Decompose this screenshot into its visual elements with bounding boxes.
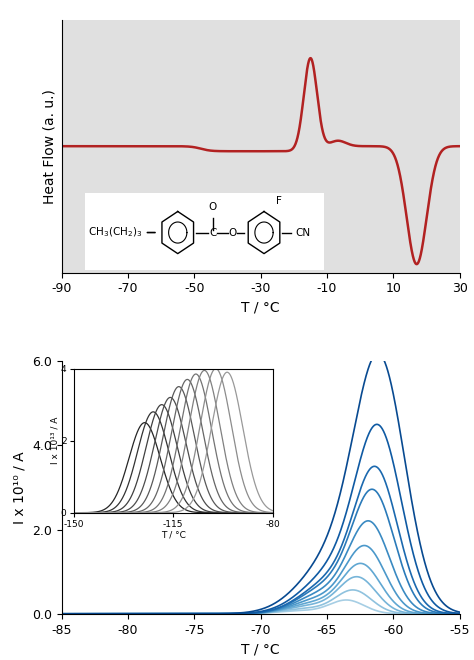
- Text: F: F: [276, 196, 282, 206]
- Y-axis label: I x 10¹⁰ / A: I x 10¹⁰ / A: [12, 451, 27, 524]
- Text: CH$_3$(CH$_2$)$_3$: CH$_3$(CH$_2$)$_3$: [88, 226, 143, 240]
- Text: O: O: [228, 228, 237, 238]
- X-axis label: T / °C: T / °C: [241, 301, 280, 315]
- FancyBboxPatch shape: [85, 193, 324, 271]
- Text: CN: CN: [296, 228, 310, 238]
- X-axis label: T / °C: T / °C: [241, 642, 280, 656]
- Y-axis label: Heat Flow (a. u.): Heat Flow (a. u.): [42, 88, 56, 204]
- Text: C: C: [209, 228, 216, 238]
- Text: O: O: [209, 202, 217, 213]
